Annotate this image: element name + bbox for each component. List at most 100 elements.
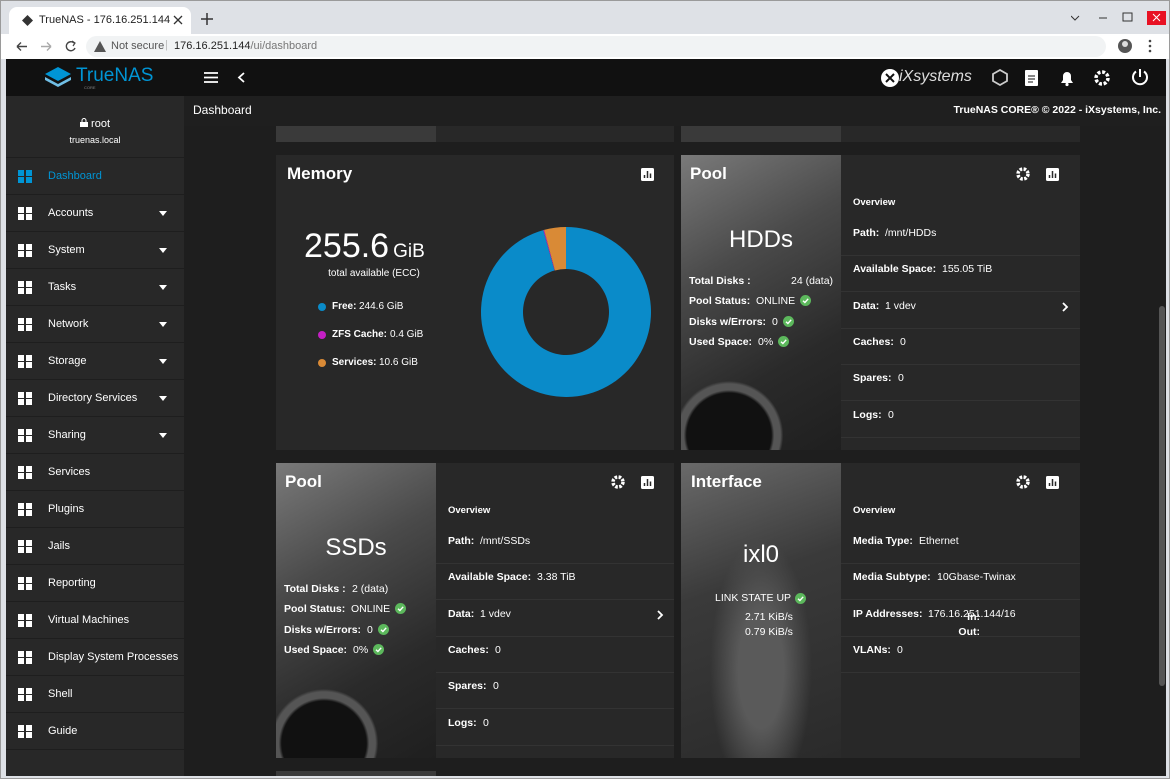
nav-item[interactable]: Plugins — [6, 491, 184, 528]
nav-label: Tasks — [48, 281, 77, 293]
menu-toggle[interactable] — [204, 71, 254, 84]
row-divider — [841, 327, 1080, 329]
window-controls[interactable] — [1071, 11, 1166, 25]
new-tab[interactable] — [201, 13, 213, 25]
nav-label: Dashboard — [48, 170, 102, 182]
nav-item[interactable]: Accounts — [6, 195, 184, 232]
row-divider — [841, 671, 1080, 673]
detail-expand[interactable] — [1062, 301, 1069, 312]
address-bar[interactable]: Not secure | 176.16.251.144/ui/dashboard — [86, 36, 1106, 57]
detail-row: Spares: 0 — [436, 680, 674, 710]
card-actions[interactable] — [611, 167, 661, 182]
detail-label: Path: — [448, 535, 475, 547]
nav-buttons[interactable] — [15, 40, 85, 53]
lock-icon — [79, 118, 88, 127]
status-ok-icon — [778, 335, 789, 347]
row-divider — [841, 563, 1080, 564]
nav-item[interactable]: Storage — [6, 343, 184, 380]
legend-value: 0.4 GiB — [390, 329, 424, 340]
legend-name: Services: — [332, 357, 377, 368]
row-divider — [841, 599, 1080, 601]
stat-value: 24 (data) — [791, 275, 834, 287]
nav-item[interactable]: Jails — [6, 528, 184, 565]
browser-tab[interactable]: TrueNAS - 176.16.251.144 — [9, 7, 191, 34]
card-actions[interactable] — [611, 475, 661, 490]
pool-name: SSDs — [325, 534, 387, 561]
detail-value: 10Gbase-Twinax — [937, 571, 1016, 584]
row-divider — [436, 744, 674, 746]
detail-label: Data: — [448, 607, 475, 620]
dashboard-content: Memory 255.6 GiB total available (ECC) Free:… — [184, 126, 1166, 776]
card-title: Pool — [285, 472, 322, 491]
tab-close[interactable] — [173, 15, 183, 25]
card: Pool SSDs Total Disks : 2 (data) Pool Status… — [276, 463, 674, 758]
nav-expand[interactable] — [159, 248, 167, 253]
detail-row: Media Type: Ethernet — [841, 535, 1080, 564]
detail-label: Data: — [853, 299, 880, 312]
overview-title: Overview — [448, 505, 491, 516]
detail-value: 176.16.251.144/16 — [928, 607, 1016, 620]
card-actions[interactable] — [1016, 475, 1066, 490]
nav-label: Sharing — [48, 429, 86, 441]
detail-value: /mnt/HDDs — [885, 227, 937, 239]
profile[interactable] — [1116, 38, 1161, 54]
legend-swatch — [318, 303, 326, 311]
stat-value: 0 — [772, 315, 778, 328]
traffic-label: Out: — [958, 626, 980, 638]
nav-item[interactable]: Tasks — [6, 269, 184, 306]
row-divider — [841, 635, 1080, 637]
nav-item[interactable]: Shell — [6, 676, 184, 713]
top-nav: TrueNAS CORE iXsystems — [6, 59, 1166, 96]
detail-value: 0 — [888, 408, 894, 421]
separator: | — [165, 39, 168, 51]
row-divider — [436, 708, 674, 710]
nav-item[interactable]: Dashboard — [6, 158, 184, 195]
nav-item[interactable]: Network — [6, 306, 184, 343]
stat-value: ONLINE — [351, 603, 391, 616]
nav-item[interactable]: Guide — [6, 713, 184, 750]
nav-item[interactable]: Sharing — [6, 417, 184, 454]
memory-donut — [481, 227, 651, 397]
detail-expand[interactable] — [657, 609, 664, 620]
card-actions[interactable] — [1016, 167, 1066, 182]
nav-expand[interactable] — [159, 359, 167, 364]
row-divider — [436, 599, 674, 601]
memory-total-unit: GiB — [393, 241, 425, 262]
sidebar: root truenas.local Dashboard Accounts Syst… — [6, 96, 184, 776]
detail-label: Path: — [853, 227, 880, 239]
card — [276, 771, 436, 776]
nav-item[interactable]: Services — [6, 454, 184, 491]
security-label: Not secure — [111, 40, 165, 52]
nav-item[interactable]: Virtual Machines — [6, 602, 184, 639]
nav-label: Display System Processes — [48, 651, 179, 663]
nav-expand[interactable] — [159, 396, 167, 401]
stat-label: Disks w/Errors: — [284, 623, 362, 636]
page-header: Dashboard TrueNAS CORE® © 2022 - iXsyste… — [184, 96, 1166, 126]
card-title: Interface — [691, 472, 762, 491]
nav-item[interactable]: Display System Processes — [6, 639, 184, 676]
nav-item[interactable]: System — [6, 232, 184, 269]
nav-expand[interactable] — [159, 322, 167, 327]
nav-icon — [18, 503, 32, 516]
nav-icon — [18, 466, 32, 479]
nav-icon — [18, 281, 32, 294]
nav-label: Storage — [48, 355, 87, 367]
nav-icon — [18, 651, 32, 664]
stat-label: Pool Status: — [284, 603, 346, 616]
nav-item[interactable]: Reporting — [6, 565, 184, 602]
detail-value: 0 — [900, 335, 906, 348]
nav-icon — [18, 207, 32, 220]
tab-icon — [22, 15, 33, 26]
nav-expand[interactable] — [159, 285, 167, 290]
memory-caption: total available (ECC) — [328, 268, 420, 279]
stat-value: ONLINE — [756, 295, 796, 308]
detail-label: Available Space: — [853, 263, 937, 276]
top-icons[interactable] — [991, 68, 1151, 87]
detail-label: Logs: — [448, 716, 477, 729]
nav-expand[interactable] — [159, 433, 167, 438]
detail-row: Spares: 0 — [841, 372, 1080, 402]
nav-icon — [18, 429, 32, 442]
nav-expand[interactable] — [159, 211, 167, 216]
nav-icon — [18, 540, 32, 553]
nav-item[interactable]: Directory Services — [6, 380, 184, 417]
